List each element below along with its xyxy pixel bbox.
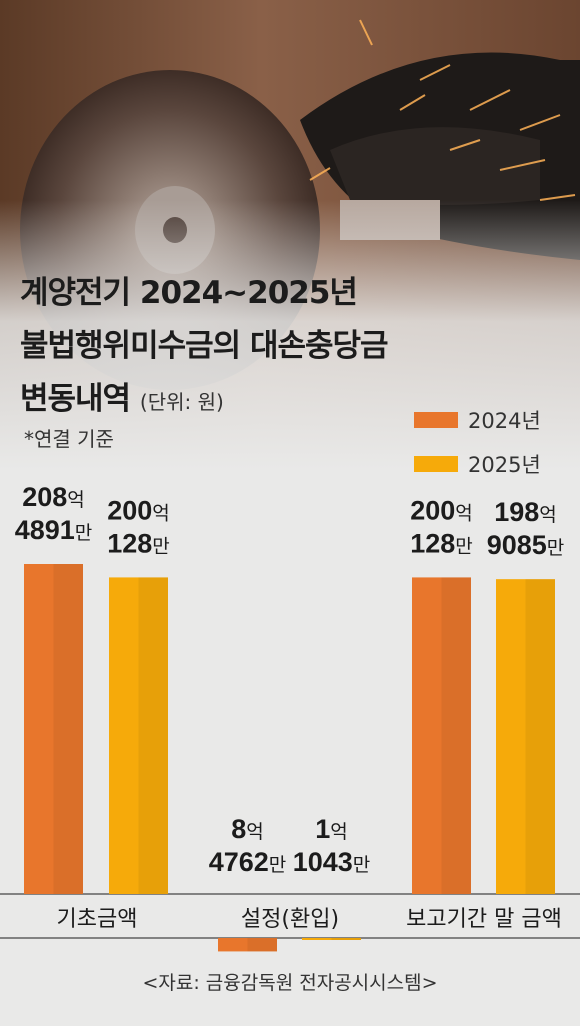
legend-item-2024: 2024년 (414, 405, 541, 435)
value-label-0-2-1: 128만 (410, 528, 473, 558)
value-label-0-0-0: 208억 (22, 482, 85, 512)
value-label-1-2-1: 9085만 (487, 530, 565, 560)
source-note: <자료: 금융감독원 전자공시시스템> (142, 972, 438, 994)
bar-2025-2 (496, 579, 555, 894)
bar-shade-0-1 (247, 938, 277, 952)
value-label-0-1-0: 8억 (231, 814, 264, 844)
title-line-1: 계양전기 2024~2025년 (20, 275, 358, 311)
unit-label: (단위: 원) (139, 390, 224, 414)
bar-2024-2 (412, 577, 471, 894)
bar-shade-1-1 (331, 938, 361, 940)
value-label-0-2-0: 200억 (410, 495, 473, 525)
value-label-0-0-1: 4891만 (15, 515, 93, 545)
legend-swatch-2024 (414, 412, 458, 428)
legend-label-2025: 2025년 (468, 453, 541, 477)
bar-shade-0-2 (441, 577, 471, 894)
legend-item-2025: 2025년 (414, 449, 541, 479)
value-label-1-1-1: 1043만 (293, 847, 371, 877)
bar-2025-0 (109, 577, 168, 894)
basis-note: *연결 기준 (24, 427, 114, 451)
bar-2024-0 (24, 564, 83, 894)
bar-shade-1-0 (138, 577, 168, 894)
bar-shade-1-2 (525, 579, 555, 894)
value-label-1-0-0: 200억 (107, 495, 170, 525)
legend-label-2024: 2024년 (468, 409, 541, 433)
title-line-3: 변동내역 (단위: 원) (20, 373, 224, 418)
bar-2025-1 (302, 938, 361, 940)
value-label-1-0-1: 128만 (107, 528, 170, 558)
legend-swatch-2025 (414, 456, 458, 472)
bar-shade-0-0 (53, 564, 83, 894)
bar-2024-1 (218, 938, 277, 952)
header-photo-grinder (0, 0, 580, 470)
title-line-2: 불법행위미수금의 대손충당금 (20, 328, 389, 364)
value-label-1-1-0: 1억 (315, 814, 348, 844)
value-label-1-2-0: 198억 (494, 497, 557, 527)
value-label-0-1-1: 4762만 (209, 847, 287, 877)
category-label-1: 설정(환입) (241, 907, 339, 932)
category-label-0: 기초금액 (57, 907, 138, 932)
title-line-3-text: 변동내역 (20, 381, 131, 417)
category-label-2: 보고기간 말 금액 (406, 907, 562, 932)
